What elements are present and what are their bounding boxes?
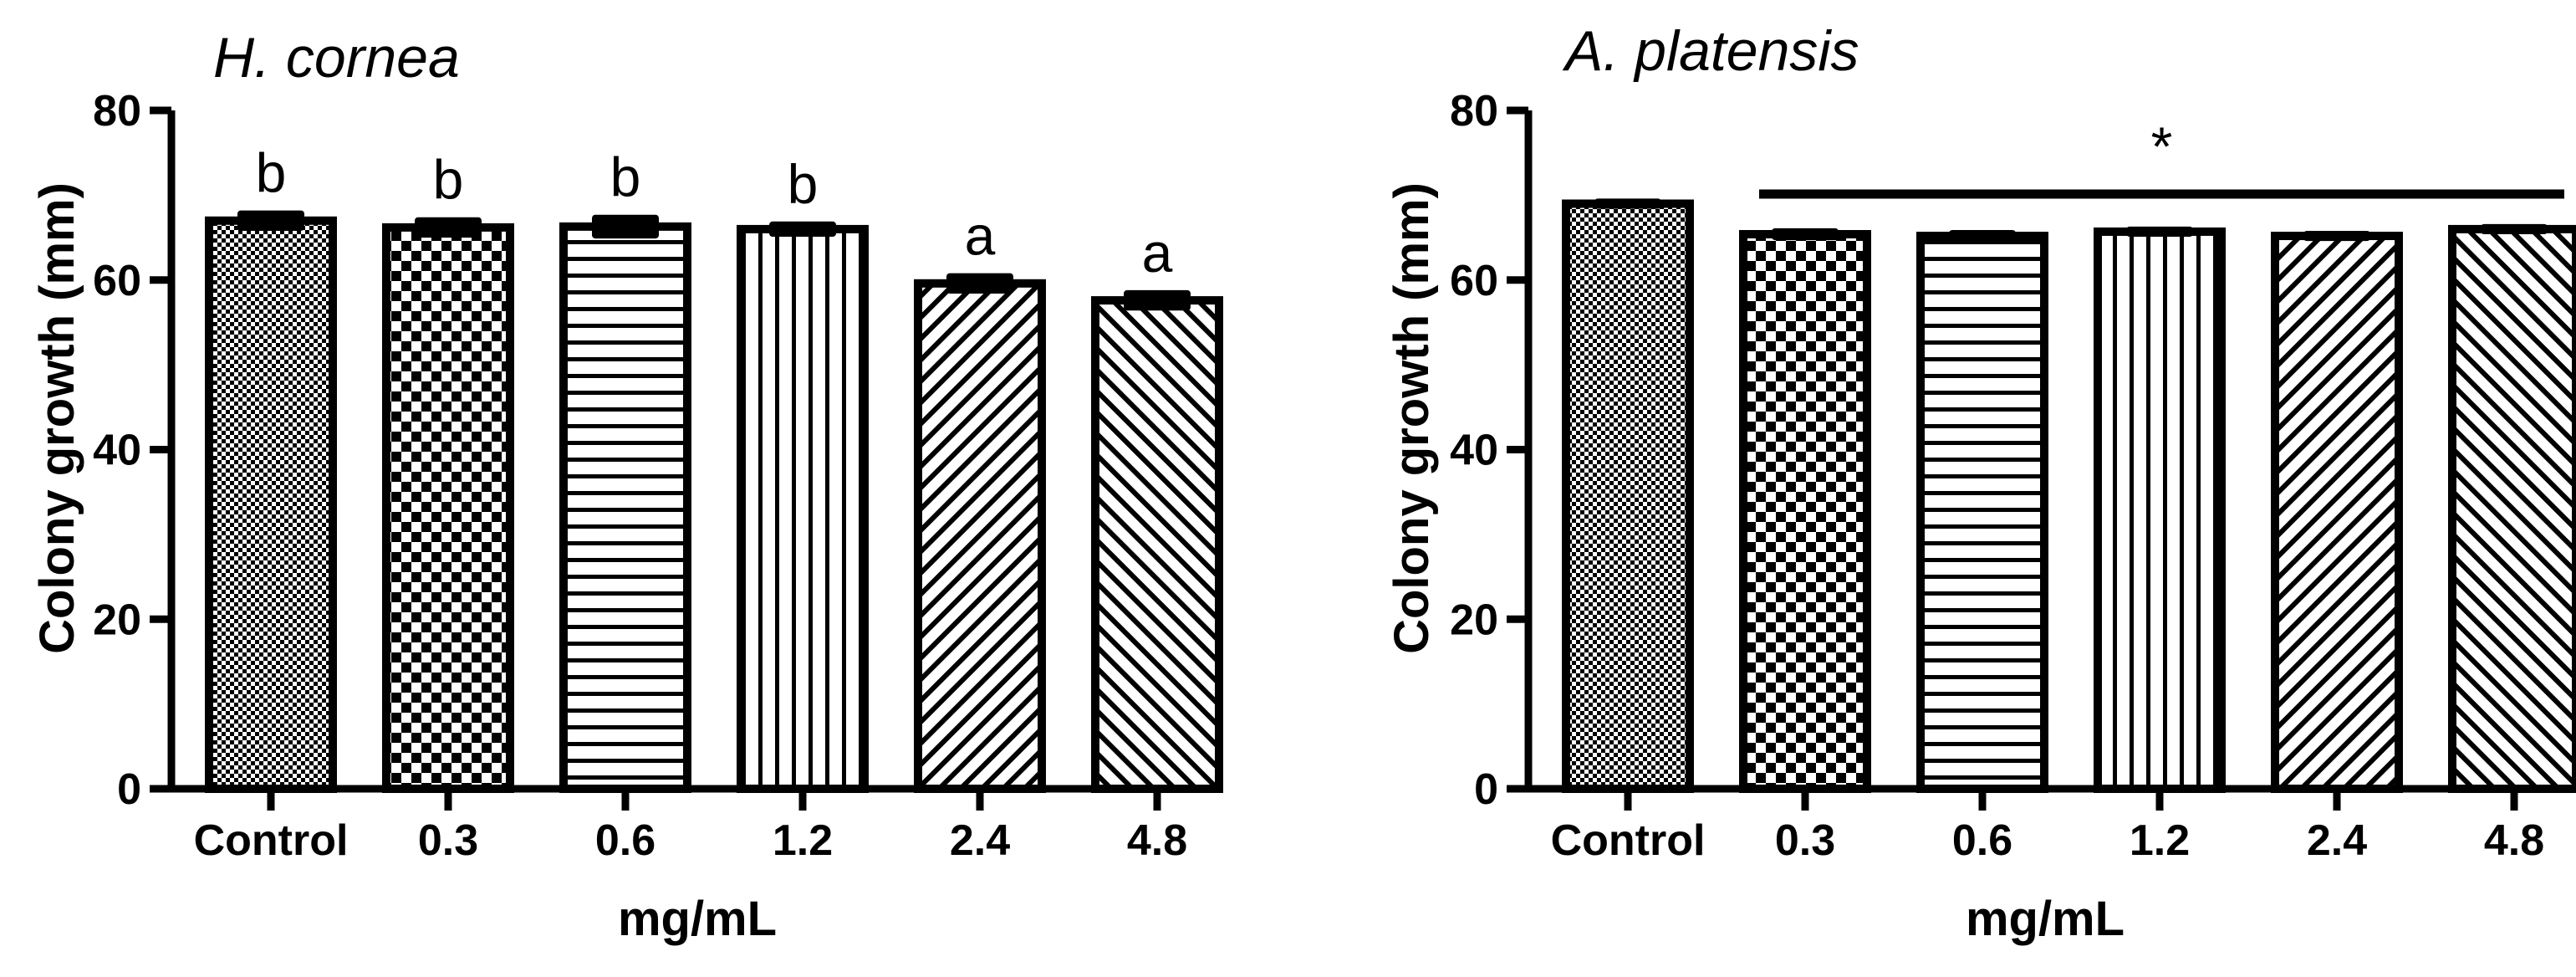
chart-panel-h-cornea: H. cornea Colony growth (mm) mg/mL 0 20 40… bbox=[30, 26, 1223, 946]
bar-Control bbox=[1562, 199, 1694, 793]
y-tick-label: 80 bbox=[93, 87, 141, 136]
error-bar-4.8 bbox=[1124, 289, 1191, 311]
x-tick-label: 4.8 bbox=[1127, 816, 1187, 865]
bar-4.8 bbox=[1091, 296, 1223, 793]
y-tick-label: 20 bbox=[1450, 596, 1498, 644]
error-bar-4.8 bbox=[2481, 223, 2548, 235]
x-tick-label: 2.4 bbox=[2307, 816, 2367, 865]
significance-letter: b bbox=[433, 149, 464, 211]
y-tick-label: 0 bbox=[1474, 765, 1498, 814]
significance-letter: a bbox=[965, 205, 996, 267]
error-bar-Control bbox=[1594, 198, 1661, 209]
bar-0.6 bbox=[1916, 232, 2048, 794]
x-tick-label: 2.4 bbox=[950, 816, 1010, 865]
x-tick-label: Control bbox=[1551, 816, 1706, 865]
x-axis-title: mg/mL bbox=[1966, 892, 2125, 946]
chart-title: A. platensis bbox=[1562, 19, 1859, 83]
bar-0.6 bbox=[559, 222, 691, 794]
y-tick-label: 60 bbox=[93, 257, 141, 305]
error-bar-1.2 bbox=[769, 221, 836, 238]
error-bar-2.4 bbox=[2303, 230, 2370, 242]
error-bar-0.6 bbox=[1949, 229, 2016, 243]
x-axis-title: mg/mL bbox=[618, 892, 777, 946]
significance-star: * bbox=[2151, 115, 2173, 177]
bar-1.2 bbox=[2094, 227, 2226, 793]
bar-0.3 bbox=[382, 223, 514, 793]
x-tick-label: 1.2 bbox=[773, 816, 833, 865]
y-tick-label: 80 bbox=[1450, 87, 1498, 136]
error-bar-Control bbox=[237, 210, 304, 231]
x-tick-label: 1.2 bbox=[2130, 816, 2190, 865]
x-tick-label: 0.6 bbox=[595, 816, 655, 865]
significance-letter: a bbox=[1142, 222, 1173, 284]
chart-panel-a-platensis: A. platensis Colony growth (mm) mg/mL 0 2… bbox=[1385, 19, 2576, 946]
bar-0.3 bbox=[1739, 230, 1871, 793]
y-axis-title: Colony growth (mm) bbox=[30, 182, 84, 654]
bar-Control bbox=[205, 216, 337, 794]
significance-letter: b bbox=[788, 153, 819, 215]
bar-2.4 bbox=[2271, 232, 2403, 794]
x-tick-label: 0.6 bbox=[1952, 816, 2012, 865]
error-bar-2.4 bbox=[946, 273, 1013, 294]
error-bar-1.2 bbox=[2126, 226, 2193, 238]
significance-letter: b bbox=[256, 142, 287, 204]
x-tick-label: 4.8 bbox=[2484, 816, 2544, 865]
x-tick-label: Control bbox=[194, 816, 349, 865]
bar-2.4 bbox=[914, 279, 1046, 793]
x-tick-label: 0.3 bbox=[1775, 816, 1835, 865]
bar-1.2 bbox=[737, 224, 869, 793]
x-tick-label: 0.3 bbox=[418, 816, 478, 865]
y-tick-label: 60 bbox=[1450, 257, 1498, 305]
chart-title: H. cornea bbox=[213, 26, 460, 90]
y-tick-label: 0 bbox=[117, 765, 141, 814]
y-tick-label: 40 bbox=[93, 427, 141, 475]
y-tick-label: 20 bbox=[93, 596, 141, 644]
y-tick-label: 40 bbox=[1450, 427, 1498, 475]
error-bar-0.3 bbox=[1772, 228, 1839, 241]
bar-4.8 bbox=[2448, 224, 2576, 793]
error-bar-0.3 bbox=[415, 217, 482, 238]
significance-letter: b bbox=[610, 146, 641, 208]
chart-marks: 0 20 40 60 80 Control b 0.3 b 0.6 b 1.2 b 2.4 a 4.8 a bbox=[93, 87, 1223, 865]
error-bar-0.6 bbox=[592, 214, 659, 239]
y-axis-title: Colony growth (mm) bbox=[1385, 182, 1439, 654]
chart-marks: 0 20 40 60 80 Control 0.3 0.6 1.2 2.4 4.8 * bbox=[1450, 87, 2576, 865]
